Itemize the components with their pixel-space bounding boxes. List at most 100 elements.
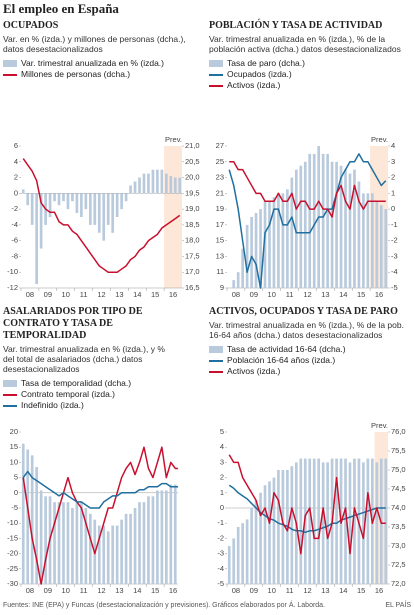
- tick-label: 27: [216, 141, 224, 150]
- x-tick-label: 09: [44, 586, 52, 595]
- bar: [227, 546, 231, 584]
- bar: [232, 280, 236, 288]
- tick-label: 2: [220, 473, 224, 482]
- x-tick-label: 11: [80, 586, 88, 595]
- bar: [259, 209, 262, 288]
- tick-label: 4: [391, 141, 395, 150]
- bar: [303, 161, 307, 288]
- legend-swatch: [209, 73, 223, 76]
- bar: [102, 525, 106, 584]
- bar: [281, 193, 285, 288]
- tick-label: 18,0: [185, 236, 200, 245]
- tick-label: -12: [7, 283, 18, 292]
- legend-entry: Población 16-64 años (izda.): [209, 355, 412, 366]
- legend-swatch: [209, 84, 223, 87]
- bar: [66, 193, 70, 210]
- bar: [169, 175, 173, 194]
- tick-label: 21,0: [185, 141, 200, 150]
- bar: [111, 193, 115, 233]
- tick-label: 73,5: [391, 522, 406, 531]
- bar: [80, 502, 83, 584]
- tick-label: 19,0: [185, 204, 200, 213]
- x-tick-label: 12: [303, 586, 311, 595]
- tick-label: 6: [14, 141, 18, 150]
- bar: [357, 181, 361, 288]
- tick-label: 4: [220, 442, 224, 451]
- tick-label: -1: [391, 220, 398, 229]
- tick-label: 17,0: [185, 267, 200, 276]
- tick-label: -15: [7, 533, 18, 542]
- bar: [97, 525, 101, 584]
- tick-label: 76,0: [391, 427, 406, 436]
- tick-label: -1: [217, 518, 224, 527]
- bar: [30, 455, 34, 584]
- tick-label: 72,5: [391, 560, 406, 569]
- bar: [250, 217, 253, 288]
- panel: ACTIVOS, OCUPADOS Y TASA DE PARO Var. tri…: [209, 304, 412, 598]
- legend-entry: Indefinido (izda.): [3, 400, 178, 411]
- tick-label: 2: [391, 173, 395, 182]
- tick-label: 3: [391, 157, 395, 166]
- tick-label: 20,5: [185, 157, 200, 166]
- tick-label: -2: [11, 204, 18, 213]
- tick-label: -2: [391, 236, 398, 245]
- tick-label: 25: [216, 157, 224, 166]
- x-tick-label: 12: [97, 290, 105, 299]
- tick-label: -20: [7, 549, 18, 558]
- tick-label: 17: [216, 220, 224, 229]
- bar: [294, 169, 298, 288]
- source: Fuentes: INE (EPA) y Funcas (desestacion…: [3, 602, 326, 609]
- bar: [173, 484, 177, 584]
- bar: [97, 193, 101, 233]
- legend-swatch: [3, 404, 17, 407]
- bar: [115, 525, 119, 584]
- legend-entry: Tasa de temporalidad (dcha.): [3, 378, 178, 389]
- legend-entry: Tasa de paro (dcha.): [209, 58, 412, 69]
- line: [229, 161, 386, 218]
- bar: [48, 193, 52, 217]
- bar: [353, 458, 356, 584]
- bar: [366, 458, 370, 584]
- bar: [44, 496, 47, 584]
- bar: [151, 496, 155, 584]
- x-tick-label: 09: [250, 290, 258, 299]
- bar: [353, 169, 356, 288]
- bar: [268, 481, 271, 584]
- legend-entry: Var. trimestral anualizada en % (izda.): [3, 58, 203, 69]
- bar: [53, 193, 56, 202]
- legend-swatch: [3, 380, 17, 387]
- bar: [26, 449, 30, 584]
- x-tick-label: 12: [303, 290, 311, 299]
- x-tick-label: 08: [26, 290, 34, 299]
- bar: [250, 508, 253, 584]
- bar: [178, 177, 182, 194]
- legend-entry: Activos (izda.): [209, 366, 412, 377]
- tick-label: 4: [14, 157, 18, 166]
- bar: [160, 169, 164, 194]
- tick-label: 15: [10, 442, 18, 451]
- bar: [375, 201, 379, 288]
- bar: [330, 161, 334, 288]
- tick-label: 9: [220, 283, 224, 292]
- legend-entry: Contrato temporal (izda.): [3, 389, 178, 400]
- bar: [88, 193, 92, 225]
- bar: [39, 490, 43, 584]
- tick-label: -10: [7, 267, 18, 276]
- chart: Prev.-5-4-3-2-101234572,072,573,073,574,…: [217, 421, 406, 595]
- bar: [35, 193, 38, 285]
- bar: [259, 492, 262, 584]
- bar: [21, 443, 25, 584]
- tick-label: 74,5: [391, 484, 406, 493]
- bar: [169, 484, 173, 584]
- x-tick-label: 13: [321, 290, 329, 299]
- bar: [236, 272, 240, 288]
- tick-label: 73,0: [391, 541, 406, 550]
- bar: [106, 531, 110, 584]
- panel-title: OCUPADOS: [3, 20, 59, 31]
- bar: [366, 193, 370, 288]
- legend-label: Activos (izda.): [227, 80, 281, 90]
- bar: [71, 508, 74, 584]
- bar: [263, 201, 267, 288]
- legend-swatch: [209, 359, 223, 362]
- bar: [308, 458, 312, 584]
